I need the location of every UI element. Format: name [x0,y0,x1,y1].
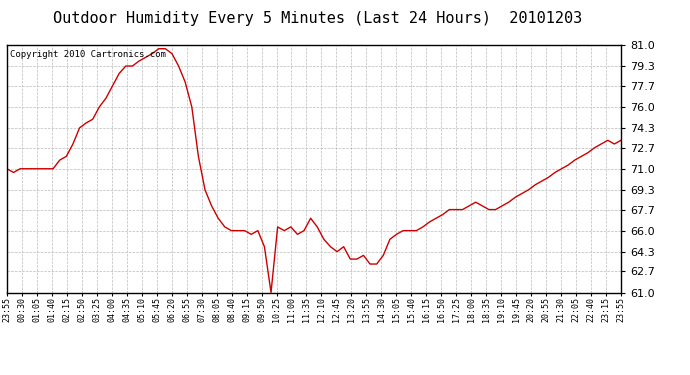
Text: Copyright 2010 Cartronics.com: Copyright 2010 Cartronics.com [10,50,166,59]
Text: Outdoor Humidity Every 5 Minutes (Last 24 Hours)  20101203: Outdoor Humidity Every 5 Minutes (Last 2… [52,11,582,26]
